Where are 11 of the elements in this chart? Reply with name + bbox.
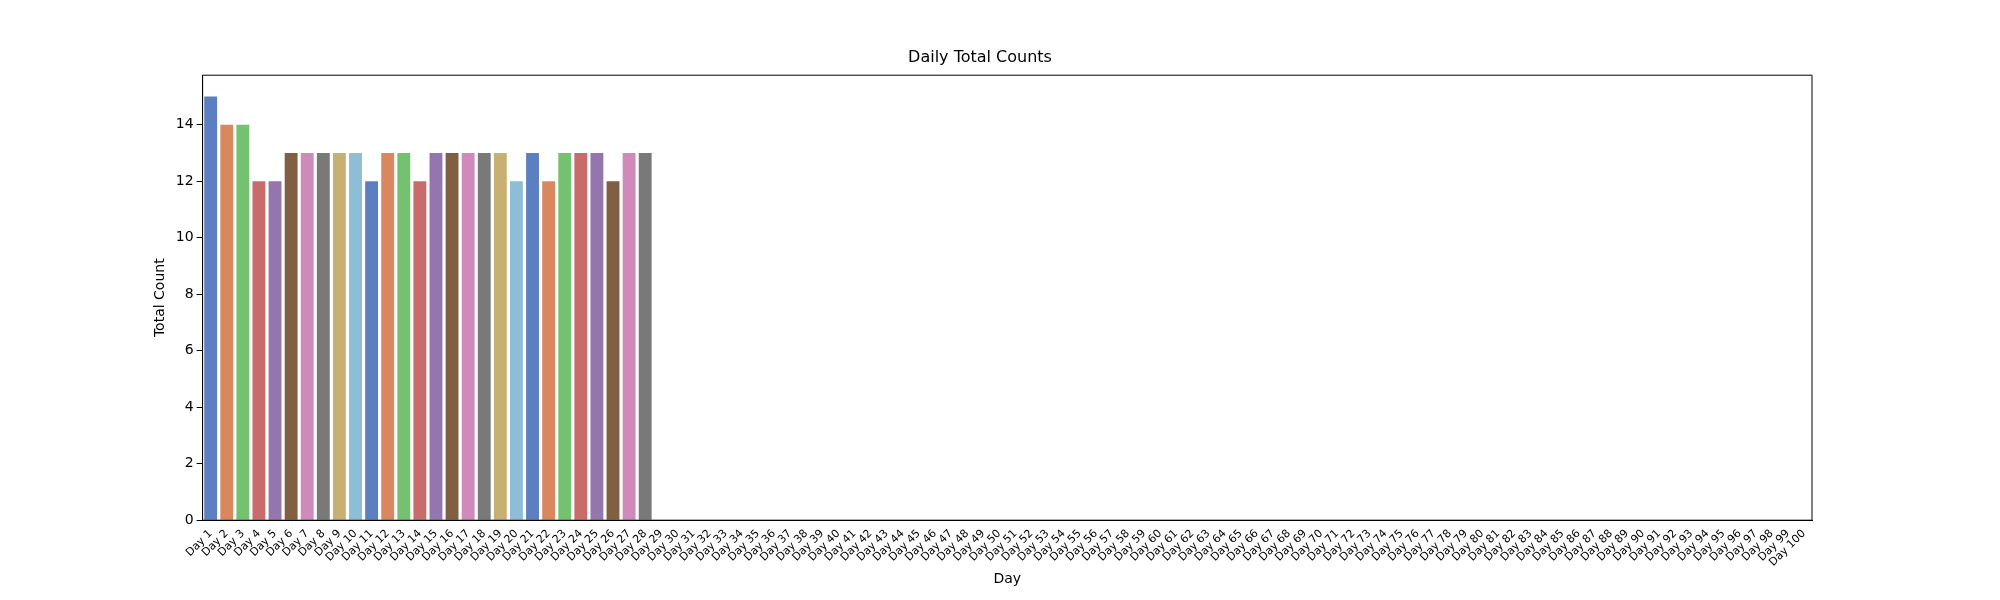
x-axis-title: Day	[993, 570, 1022, 587]
y-tick-label: 8	[184, 284, 194, 301]
y-tick-label: 6	[184, 341, 194, 358]
y-axis-title: Total Count	[151, 257, 168, 339]
chart-title: Daily Total Counts	[908, 46, 1052, 66]
y-tick-label: 0	[184, 510, 194, 527]
y-tick-label: 2	[184, 454, 194, 471]
y-tick-label: 14	[175, 115, 194, 132]
y-tick-label: 10	[175, 228, 194, 245]
y-tick-label: 4	[184, 397, 194, 414]
y-tick-label: 12	[175, 171, 194, 188]
